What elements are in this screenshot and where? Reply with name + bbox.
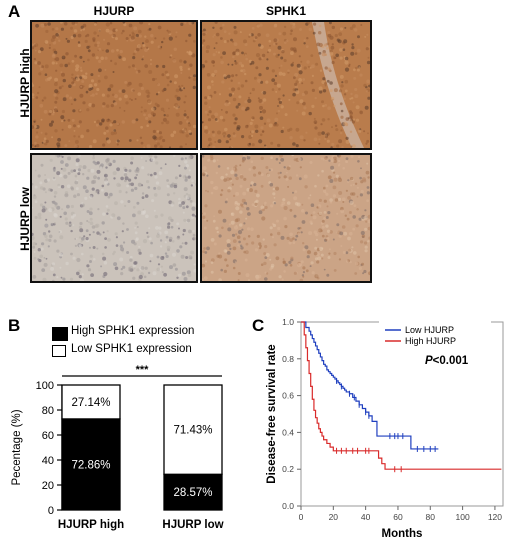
bar-low-sphk1 [163,384,223,475]
legend-label-high-sphk1: High SPHK1 expression [71,325,195,337]
x-category-label: HJURP high [58,519,124,531]
x-tick-label: 40 [361,512,371,522]
x-tick-label: 60 [393,512,403,522]
x-category-label: HJURP low [162,519,223,531]
y-tick-label: 0.6 [282,391,294,401]
data-label-low-sphk1: 71.43% [173,425,212,437]
legend-swatch-high-sphk1 [52,327,68,341]
y-tick-label: 0.0 [282,501,294,511]
micrograph-hjurp-low-hjurp [30,153,198,283]
micrograph-hjurp-high-sphk1 [200,20,372,150]
panel-a-letter: A [8,2,21,21]
y-tick-label: 0.8 [282,354,294,364]
y-tick-label: 60 [42,430,54,442]
y-tick-label: 80 [42,405,54,417]
y-tick-label: 0.4 [282,427,294,437]
panel-b-letter: B [8,316,21,335]
column-heading-hjurp: HJURP [93,4,135,18]
p-value: P<0.001 [425,355,469,367]
legend-label: Low HJURP [405,325,454,335]
x-tick-label: 80 [426,512,436,522]
bar-low-sphk1 [61,384,121,420]
significance-stars: *** [136,365,150,376]
stacked-bar-chart: 0 20 40 60 80 100 Pecentage (%) 72.86% 27.14% HJU… [11,365,224,531]
x-tick-label: 120 [488,512,502,522]
survival-curve-chart: 0.0 0.2 0.4 0.6 0.8 1.0 0 20 40 60 80 100 120 Months D… [266,317,504,540]
legend-label-low-sphk1: Low SPHK1 expression [71,343,192,355]
x-tick-label: 0 [299,512,304,522]
legend-box [379,321,491,349]
legend-label: High HJURP [405,336,456,346]
data-label-low-sphk1: 27.14% [71,397,110,409]
y-axis-title: Pecentage (%) [11,409,23,485]
y-tick-label: 1.0 [282,317,294,327]
micrograph-hjurp-low-sphk1 [200,153,372,283]
y-tick-label: 20 [42,480,54,492]
micrograph-hjurp-high-hjurp [30,20,198,150]
column-heading-sphk1: SPHK1 [265,4,306,18]
curve-high-hjurp [301,321,502,470]
y-axis-title: Disease-free survival rate [266,344,278,483]
x-tick-label: 100 [456,512,470,522]
x-axis-title: Months [382,528,423,540]
x-tick-label: 20 [329,512,339,522]
y-tick-label: 40 [42,455,54,467]
panel-c-letter: C [252,316,265,335]
legend-swatch-low-sphk1 [52,345,66,357]
data-label-high-sphk1: 72.86% [71,459,110,471]
data-label-high-sphk1: 28.57% [173,487,212,499]
y-tick-label: 0.2 [282,464,294,474]
plot-frame [300,321,504,507]
y-tick-label: 100 [36,380,54,392]
bar-high-sphk1 [61,418,121,511]
y-tick-label: 0 [48,505,54,517]
